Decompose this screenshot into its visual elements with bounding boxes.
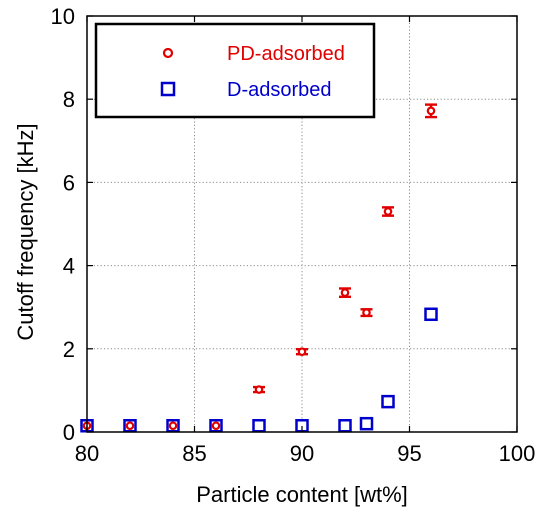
data-point-d-adsorbed (252, 419, 266, 433)
x-tick-label: 80 (75, 441, 99, 466)
legend: PD-adsorbed D-adsorbed (94, 22, 376, 119)
data-point-pd-adsorbed (383, 207, 393, 216)
data-point-pd-adsorbed (168, 421, 178, 431)
legend-label-d-adsorbed: D-adsorbed (227, 79, 332, 101)
data-point-pd-adsorbed (362, 308, 371, 317)
data-point-pd-adsorbed (211, 421, 221, 431)
data-point-pd-adsorbed (297, 347, 307, 357)
x-tick-label: 95 (397, 441, 421, 466)
data-point-d-adsorbed (381, 394, 395, 409)
data-point-d-adsorbed (338, 419, 352, 433)
data-point-d-adsorbed (424, 307, 438, 322)
data-point-pd-adsorbed (125, 421, 135, 431)
legend-marker-pd-adsorbed (162, 47, 174, 59)
data-point-pd-adsorbed (254, 385, 264, 394)
legend-marker-d-adsorbed (160, 81, 176, 97)
y-tick-label: 10 (51, 4, 75, 29)
legend-label-pd-adsorbed: PD-adsorbed (227, 43, 345, 65)
data-point-pd-adsorbed (340, 288, 350, 297)
x-axis-label: Particle content [wt%] (196, 482, 408, 507)
data-point-d-adsorbed (359, 416, 374, 431)
x-tick-label: 90 (290, 441, 314, 466)
y-tick-label: 6 (63, 170, 75, 195)
y-tick-label: 4 (63, 254, 75, 279)
chart-marks (80, 103, 438, 433)
y-axis-label: Cutoff frequency [kHz] (13, 123, 38, 340)
y-tick-label: 2 (63, 337, 75, 362)
data-point-pd-adsorbed (426, 106, 436, 116)
x-tick-label: 85 (182, 441, 206, 466)
legend-box (94, 22, 376, 119)
axis-ticks: 80 85 90 95 100 0 2 4 6 8 10 (51, 4, 536, 466)
x-tick-label: 100 (499, 441, 536, 466)
y-tick-label: 0 (63, 420, 75, 445)
y-tick-label: 8 (63, 87, 75, 112)
